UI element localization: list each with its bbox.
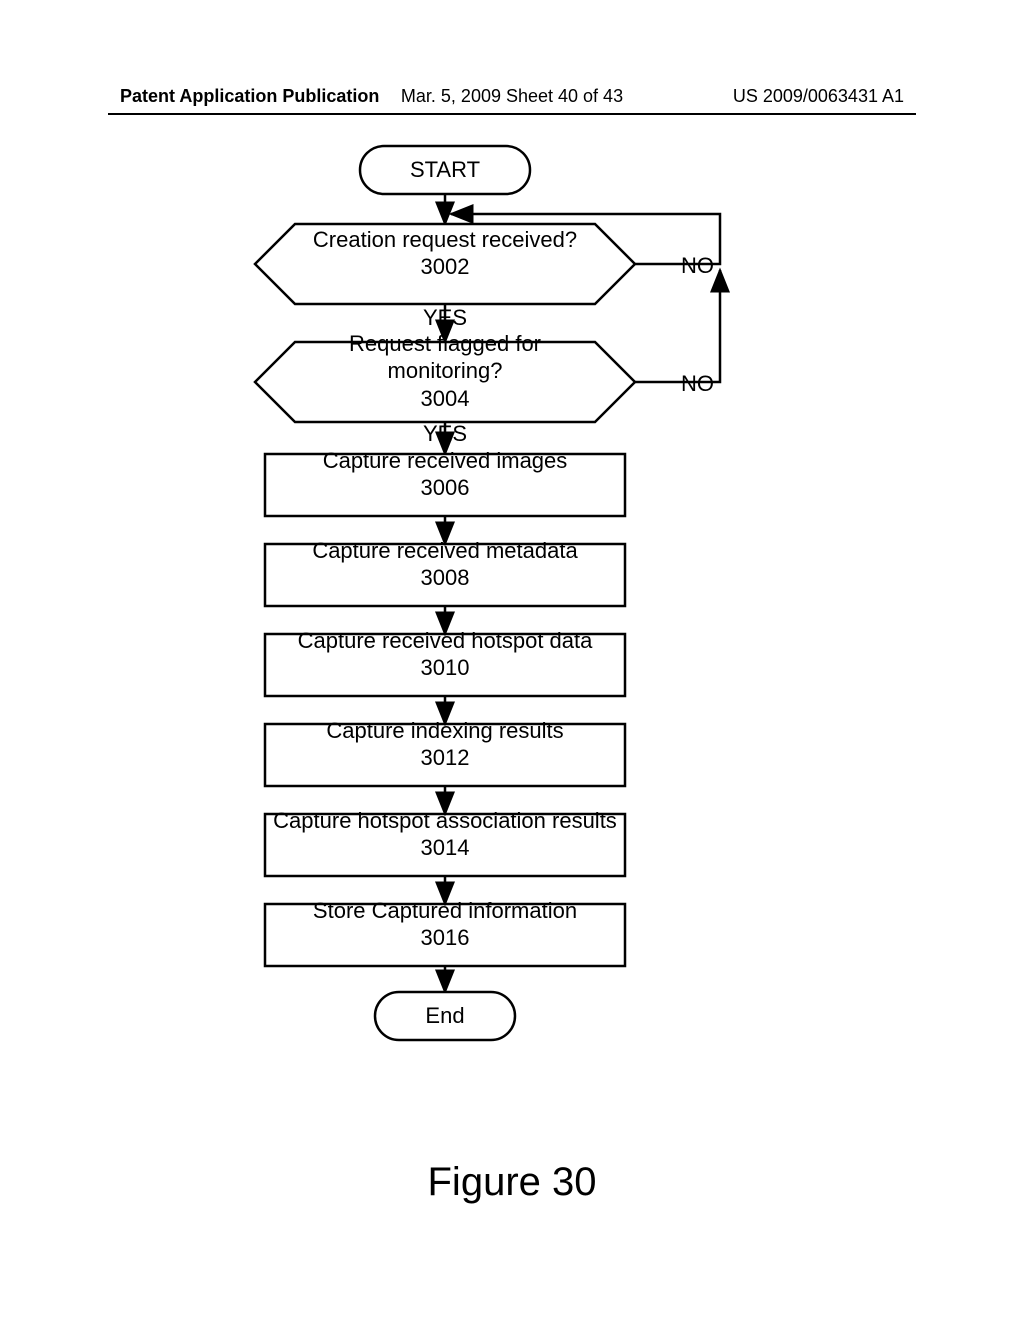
node-process-3008: Capture received metadata3008 (265, 537, 625, 592)
edge-yes-1: YES (405, 304, 485, 332)
edge-no-2: NO (658, 370, 738, 398)
node-process-3010: Capture received hotspot data3010 (265, 627, 625, 682)
node-end: End (375, 1002, 515, 1030)
edge-yes-2: YES (405, 420, 485, 448)
node-process-3016: Store Captured information3016 (265, 897, 625, 952)
node-process-3014: Capture hotspot association results3014 (265, 807, 625, 862)
node-start: START (360, 156, 530, 184)
node-decision-3004: Request flagged formonitoring?3004 (255, 330, 635, 413)
node-process-3012: Capture indexing results3012 (265, 717, 625, 772)
edge-no-1: NO (658, 252, 738, 280)
node-process-3006: Capture received images3006 (265, 447, 625, 502)
node-decision-3002: Creation request received?3002 (255, 226, 635, 281)
figure-caption: Figure 30 (0, 1160, 1024, 1205)
